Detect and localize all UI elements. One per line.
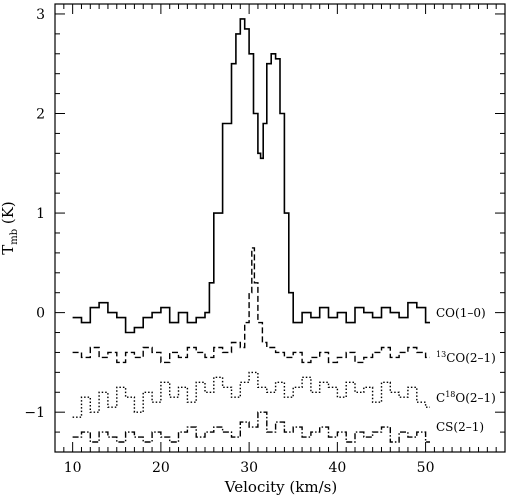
series-label-c18o-pre: C <box>436 391 445 405</box>
series-labels: CO(1–0)13CO(2–1)C18O(2–1)CS(2–1) <box>436 306 496 434</box>
y-tick-label: −1 <box>24 405 45 421</box>
y-axis-label-suffix: (K) <box>0 201 17 229</box>
series-lines <box>72 18 430 443</box>
y-axis-label: Tmb (K) <box>0 201 20 255</box>
x-tick-label: 30 <box>240 460 258 476</box>
series-label-13co: 13CO(2–1) <box>436 350 496 365</box>
series-label-c18o-text: O(2–1) <box>455 391 495 405</box>
series-label-c18o-sup: 18 <box>445 390 455 399</box>
x-tick-label: 40 <box>328 460 346 476</box>
series-label-co10: CO(1–0) <box>436 306 486 320</box>
series-line-0 <box>72 18 430 334</box>
series-line-3 <box>72 411 430 443</box>
y-axis-label-sub: mb <box>9 229 20 245</box>
series-line-2 <box>72 371 430 418</box>
series-label-13co-text: CO(2–1) <box>446 351 496 365</box>
x-tick-label: 10 <box>64 460 82 476</box>
y-axis-label-main: T <box>0 245 17 255</box>
series-line-1 <box>72 247 430 364</box>
series-label-13co-sup: 13 <box>436 350 446 359</box>
y-tick-label: 1 <box>36 206 45 222</box>
plot-border <box>54 3 506 453</box>
x-tick-label: 20 <box>152 460 170 476</box>
y-tick-label: 2 <box>36 107 45 123</box>
series-label-cs: CS(2–1) <box>436 420 484 434</box>
x-tick-label: 50 <box>417 460 435 476</box>
series-label-c18o: C18O(2–1) <box>436 390 496 405</box>
plot-frame <box>54 3 506 453</box>
y-tick-label: 0 <box>36 306 45 322</box>
x-axis-label: Velocity (km/s) <box>224 478 337 496</box>
y-tick-label: 3 <box>36 7 45 23</box>
